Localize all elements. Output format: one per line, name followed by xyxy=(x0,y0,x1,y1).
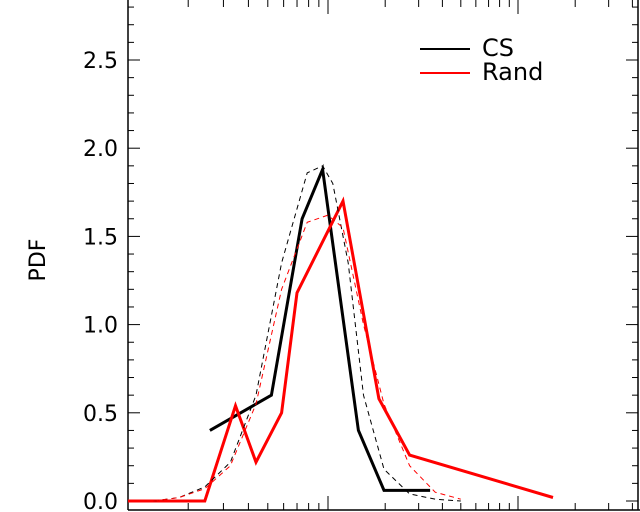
y-tick-label: 2.5 xyxy=(83,49,118,74)
legend: CS Rand xyxy=(420,34,543,86)
series-line-rand xyxy=(128,196,554,503)
legend-label-cs: CS xyxy=(482,34,514,62)
axes xyxy=(127,0,640,511)
series-line-dashed-3 xyxy=(153,214,461,502)
series-line-dashed-2 xyxy=(153,165,461,502)
series-line-cs xyxy=(209,163,431,492)
y-tick-label: 0.0 xyxy=(83,490,118,512)
y-ticks: 0.0 0.5 1.0 1.5 2.0 2.5 xyxy=(83,6,638,512)
y-tick-label: 1.0 xyxy=(83,314,118,339)
x-ticks xyxy=(127,0,633,510)
series-group xyxy=(128,163,554,503)
legend-label-rand: Rand xyxy=(482,58,543,86)
y-tick-label: 0.5 xyxy=(83,402,118,427)
y-tick-label: 1.5 xyxy=(83,225,118,250)
y-axis-label: PDF xyxy=(26,239,51,282)
y-tick-label: 2.0 xyxy=(83,137,118,162)
